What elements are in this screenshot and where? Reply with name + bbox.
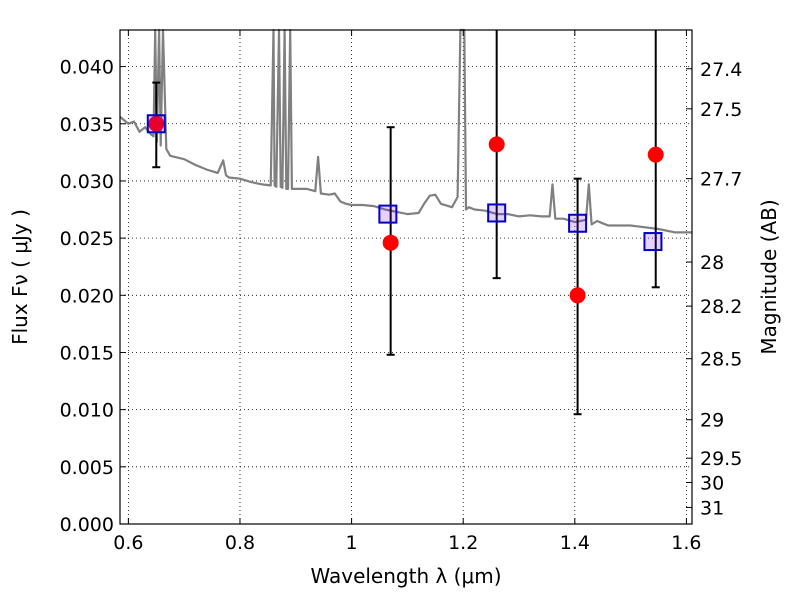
- y-tick-label: 0.000: [60, 514, 114, 536]
- y2-axis-title: Magnitude (AB): [757, 199, 781, 354]
- y2-tick-label: 29.5: [700, 448, 742, 470]
- y2-tick-label: 28.5: [700, 349, 742, 371]
- x-tick-label: 1.6: [671, 532, 701, 554]
- plot-frame: [119, 29, 693, 525]
- x-tick-label: 1.2: [448, 532, 478, 554]
- x-tick-labels: 0.6 0.8 1 1.2 1.4 1.6: [113, 532, 701, 554]
- observed-points: [148, 115, 664, 304]
- y2-tick-label: 27.5: [700, 99, 742, 121]
- y-tick-label: 0.040: [60, 57, 114, 79]
- y-tick-label: 0.025: [60, 228, 114, 250]
- model-photometry-point: [487, 203, 507, 223]
- spectrum-line: [119, 28, 692, 234]
- x-axis-title: Wavelength λ (μm): [310, 564, 501, 588]
- y-tick-labels: 0.000 0.005 0.010 0.015 0.020 0.025 0.030 0.035…: [60, 57, 114, 536]
- y2-tick-label: 28: [700, 252, 724, 274]
- y-tick-label: 0.030: [60, 171, 114, 193]
- y2-tick-label: 29: [700, 410, 724, 432]
- x-tick-label: 1: [346, 532, 358, 554]
- observed-point: [488, 136, 505, 153]
- y-axis-title: Flux Fν ( μJy ): [8, 209, 32, 345]
- model-photometry-point: [568, 213, 588, 233]
- y2-tick-label: 28.2: [700, 296, 742, 318]
- y2-tick-label: 27.4: [700, 59, 742, 81]
- tick-marks: [120, 30, 692, 525]
- y-tick-label: 0.015: [60, 342, 114, 364]
- model-photometry-points: [146, 114, 663, 252]
- y2-tick-label: 30: [700, 472, 724, 494]
- y2-tick-label: 31: [700, 497, 724, 519]
- x-tick-label: 0.6: [113, 532, 143, 554]
- model-photometry-point: [643, 232, 663, 252]
- x-tick-label: 0.8: [225, 532, 255, 554]
- observed-point: [647, 146, 664, 163]
- observed-point: [569, 287, 586, 304]
- y-tick-label: 0.020: [60, 285, 114, 307]
- model-photometry-point: [146, 114, 166, 134]
- y2-tick-label: 27.7: [700, 169, 742, 191]
- model-spectrum: [119, 28, 692, 234]
- grid-lines: [120, 30, 692, 525]
- y-tick-label: 0.010: [60, 400, 114, 422]
- y2-tick-labels: 27.4 27.5 27.7 28 28.2 28.5 29 29.530 31: [700, 59, 742, 520]
- observed-point: [382, 234, 399, 251]
- y-tick-label: 0.035: [60, 114, 114, 136]
- y-tick-label: 0.005: [60, 457, 114, 479]
- model-photometry-point: [378, 204, 398, 224]
- x-tick-label: 1.4: [560, 532, 590, 554]
